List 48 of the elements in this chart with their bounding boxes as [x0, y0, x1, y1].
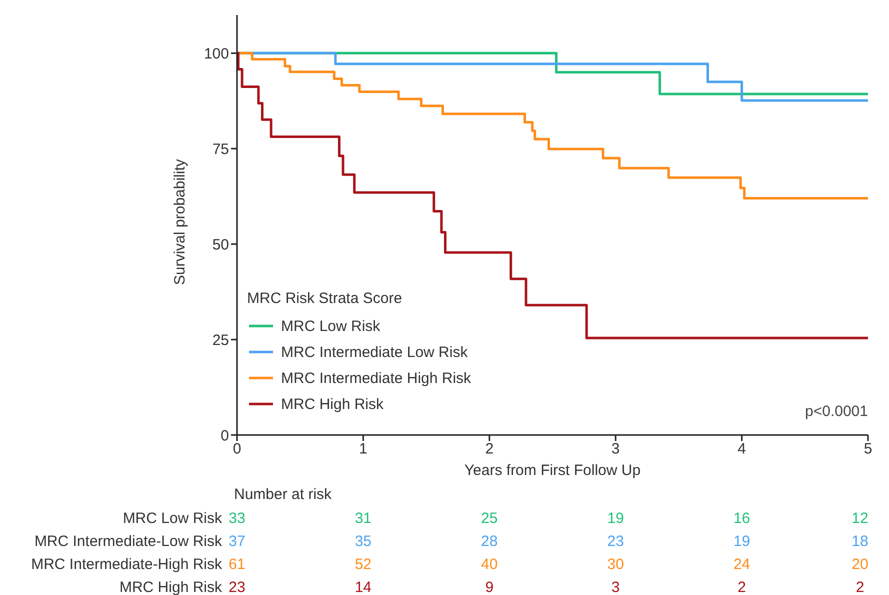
text: 28	[480, 533, 499, 550]
legend-label: MRC Intermediate Low Risk	[281, 344, 468, 360]
text: MRC Low Risk	[122, 510, 222, 527]
x-tick-label: 4	[738, 440, 746, 458]
text: MRC High Risk	[119, 579, 222, 595]
text: 19	[732, 533, 752, 550]
y-axis-title: Survival probability	[171, 158, 188, 285]
legend-title: MRC Risk Strata Score	[247, 290, 404, 307]
y-tick-label: 50	[212, 236, 229, 254]
text: 19	[606, 510, 625, 527]
text: 14	[354, 579, 373, 595]
text: MRC Intermediate-High Risk	[31, 556, 222, 573]
text: 52	[354, 556, 373, 573]
text: 40	[480, 556, 499, 573]
legend-label: MRC Intermediate High Risk	[281, 370, 472, 386]
text: 23	[228, 579, 246, 595]
text: 31	[354, 510, 373, 527]
y-tick-label: 100	[204, 46, 229, 63]
x-tick-label: 3	[611, 440, 620, 458]
annotation: p<0.0001	[805, 403, 868, 420]
text: 2	[736, 579, 747, 595]
x-tick-label: 5	[864, 440, 872, 458]
text: 37	[228, 533, 246, 550]
text: 61	[228, 556, 246, 573]
y-tick-label: 25	[212, 332, 229, 349]
text: MRC Intermediate-Low Risk	[34, 533, 222, 550]
text: 12	[850, 510, 870, 527]
text: 18	[850, 533, 870, 550]
text: 25	[480, 510, 499, 527]
text: 30	[606, 556, 625, 573]
text: 2	[854, 579, 866, 595]
text: 35	[354, 533, 373, 550]
x-axis-title: Years from First Follow Up	[464, 462, 641, 479]
y-tick-label: 75	[212, 140, 229, 158]
x-tick-label: 0	[232, 440, 242, 458]
text: 3	[610, 579, 621, 595]
text: 33	[228, 510, 246, 527]
legend-label: MRC High Risk	[281, 396, 384, 412]
x-tick-label: 2	[485, 440, 494, 458]
text: 20	[850, 556, 870, 573]
text: 16	[732, 510, 752, 527]
text: 9	[484, 579, 495, 595]
text: 23	[606, 533, 625, 550]
text: 24	[732, 556, 752, 573]
text: Number at risk	[234, 486, 332, 503]
legend-label: MRC Low Risk	[281, 318, 380, 334]
x-tick-label: 1	[359, 440, 368, 458]
y-tick-label: 0	[220, 427, 229, 444]
